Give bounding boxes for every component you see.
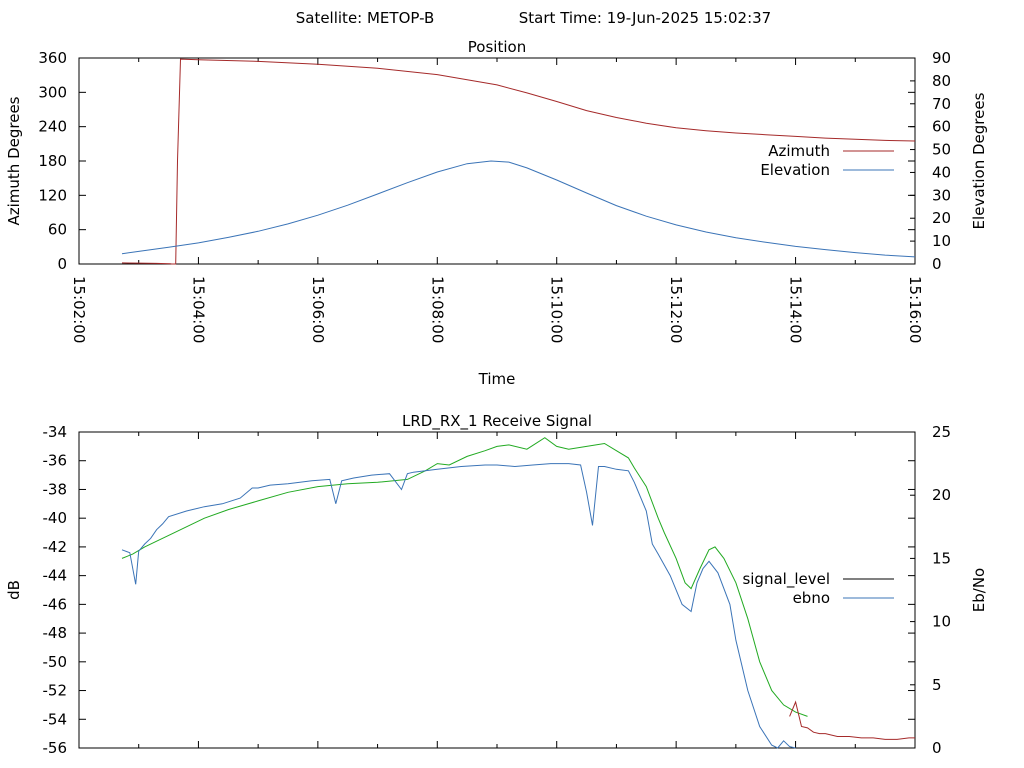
y2-tick-label: 50 (932, 141, 951, 159)
plot-frame (78, 431, 916, 749)
y2-tick-label: 20 (932, 486, 951, 504)
y-tick-label: 180 (38, 152, 67, 170)
legend-label: ebno (793, 589, 830, 607)
x-tick-label: 15:10:00 (548, 276, 566, 343)
y2-tick-label: 40 (932, 163, 951, 181)
y2-tick-label: 10 (932, 232, 951, 250)
x-tick-label: 15:08:00 (428, 276, 446, 343)
x-tick-label: 15:14:00 (787, 276, 805, 343)
y2-axis-label: Eb/No (970, 568, 988, 612)
x-axis-label: Time (478, 370, 516, 388)
y-tick-label: 300 (38, 83, 67, 101)
series-line-green (121, 437, 808, 717)
y2-tick-label: 20 (932, 209, 951, 227)
y-tick-label: -46 (43, 595, 68, 613)
x-tick-label: 15:02:00 (70, 276, 88, 343)
y-tick-label: -34 (43, 423, 68, 441)
y-tick-label: -52 (43, 682, 68, 700)
y2-tick-label: 0 (932, 739, 942, 757)
series-line-red (789, 700, 915, 740)
chart-title: LRD_RX_1 Receive Signal (402, 412, 592, 431)
y2-tick-label: 10 (932, 613, 951, 631)
y2-tick-label: 30 (932, 186, 951, 204)
y2-tick-label: 25 (932, 423, 951, 441)
y-tick-label: 120 (38, 186, 67, 204)
y2-tick-label: 90 (932, 49, 951, 67)
x-tick-label: 15:16:00 (906, 276, 924, 343)
y2-tick-label: 80 (932, 72, 951, 90)
y2-tick-label: 60 (932, 118, 951, 136)
y-tick-label: 240 (38, 118, 67, 136)
y-tick-label: -36 (43, 452, 68, 470)
position-chart: Position 0 60 120 180 240 300 360 0 10 20 30 40 50 60 7… (5, 38, 988, 388)
series-line-azimuth (121, 58, 916, 265)
y-tick-label: -44 (43, 567, 68, 585)
y-tick-label: -38 (43, 480, 68, 498)
y-tick-label: -54 (43, 710, 68, 728)
satellite-title: Satellite: METOP-B (296, 9, 435, 27)
chart-title: Position (468, 38, 526, 56)
y2-tick-label: 70 (932, 95, 951, 113)
y-tick-label: -42 (43, 538, 68, 556)
y2-tick-label: 5 (932, 676, 942, 694)
legend-label: Elevation (760, 161, 830, 179)
series-line-elevation (121, 160, 916, 258)
series-line-ebno (121, 463, 796, 749)
y-tick-label: -48 (43, 624, 68, 642)
y-axis-label: dB (5, 580, 23, 600)
receive-signal-chart: LRD_RX_1 Receive Signal -34 -36 -38 -40 -42 -4… (5, 412, 988, 757)
y-tick-label: 0 (57, 255, 67, 273)
legend-label: Azimuth (768, 142, 830, 160)
y2-tick-label: 15 (932, 549, 951, 567)
y-tick-label: -56 (43, 739, 68, 757)
x-tick-label: 15:04:00 (189, 276, 207, 343)
y-axis-label: Azimuth Degrees (5, 96, 23, 225)
x-tick-label: 15:12:00 (667, 276, 685, 343)
y-tick-label: 60 (48, 221, 67, 239)
y-tick-label: -40 (43, 509, 68, 527)
y-tick-label: -50 (43, 653, 68, 671)
start-time-title: Start Time: 19-Jun-2025 15:02:37 (519, 9, 771, 27)
y-tick-label: 360 (38, 49, 67, 67)
legend-label: signal_level (742, 570, 830, 589)
y2-axis-label: Elevation Degrees (970, 92, 988, 229)
x-tick-label: 15:06:00 (309, 276, 327, 343)
y2-tick-label: 0 (932, 255, 942, 273)
